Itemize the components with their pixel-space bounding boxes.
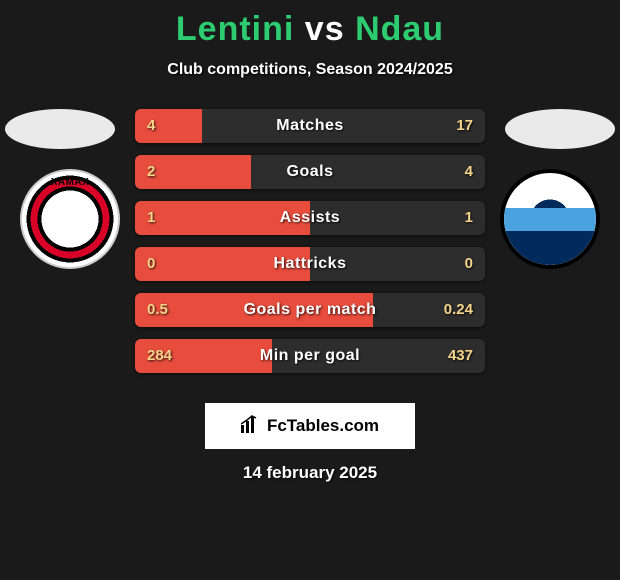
stat-row: 4Matches17: [135, 109, 485, 143]
stat-label: Matches: [135, 109, 485, 143]
stat-label: Goals: [135, 155, 485, 189]
stat-row: 284Min per goal437: [135, 339, 485, 373]
stat-row: 0Hattricks0: [135, 247, 485, 281]
stat-label: Min per goal: [135, 339, 485, 373]
stat-value-right: 17: [456, 109, 473, 143]
chart-icon: [241, 415, 261, 438]
stat-row: 0.5Goals per match0.24: [135, 293, 485, 327]
comparison-title: Lentini vs Ndau: [0, 0, 620, 49]
stat-label: Hattricks: [135, 247, 485, 281]
site-logo[interactable]: FcTables.com: [205, 403, 415, 449]
stat-value-right: 4: [465, 155, 473, 189]
stat-row: 2Goals4: [135, 155, 485, 189]
comparison-arena: FCWIL 4Matches172Goals41Assists10Hattric…: [0, 109, 620, 389]
player1-photo-placeholder: [5, 109, 115, 149]
stat-value-right: 0.24: [444, 293, 473, 327]
player2-club-badge: FCWIL: [500, 169, 600, 269]
player1-name: Lentini: [176, 10, 294, 48]
player2-photo-placeholder: [505, 109, 615, 149]
stat-value-right: 1: [465, 201, 473, 235]
stats-table: 4Matches172Goals41Assists10Hattricks00.5…: [135, 109, 485, 385]
player2-club-badge-text: FCWIL: [542, 181, 559, 201]
stat-value-right: 0: [465, 247, 473, 281]
stat-row: 1Assists1: [135, 201, 485, 235]
stat-value-right: 437: [448, 339, 473, 373]
footer-date: 14 february 2025: [0, 463, 620, 483]
site-name: FcTables.com: [267, 416, 379, 436]
subtitle-text: Club competitions, Season 2024/2025: [0, 61, 620, 79]
stat-label: Assists: [135, 201, 485, 235]
vs-text: vs: [305, 10, 345, 48]
player2-name: Ndau: [355, 10, 444, 48]
player1-club-badge: [20, 169, 120, 269]
stat-label: Goals per match: [135, 293, 485, 327]
